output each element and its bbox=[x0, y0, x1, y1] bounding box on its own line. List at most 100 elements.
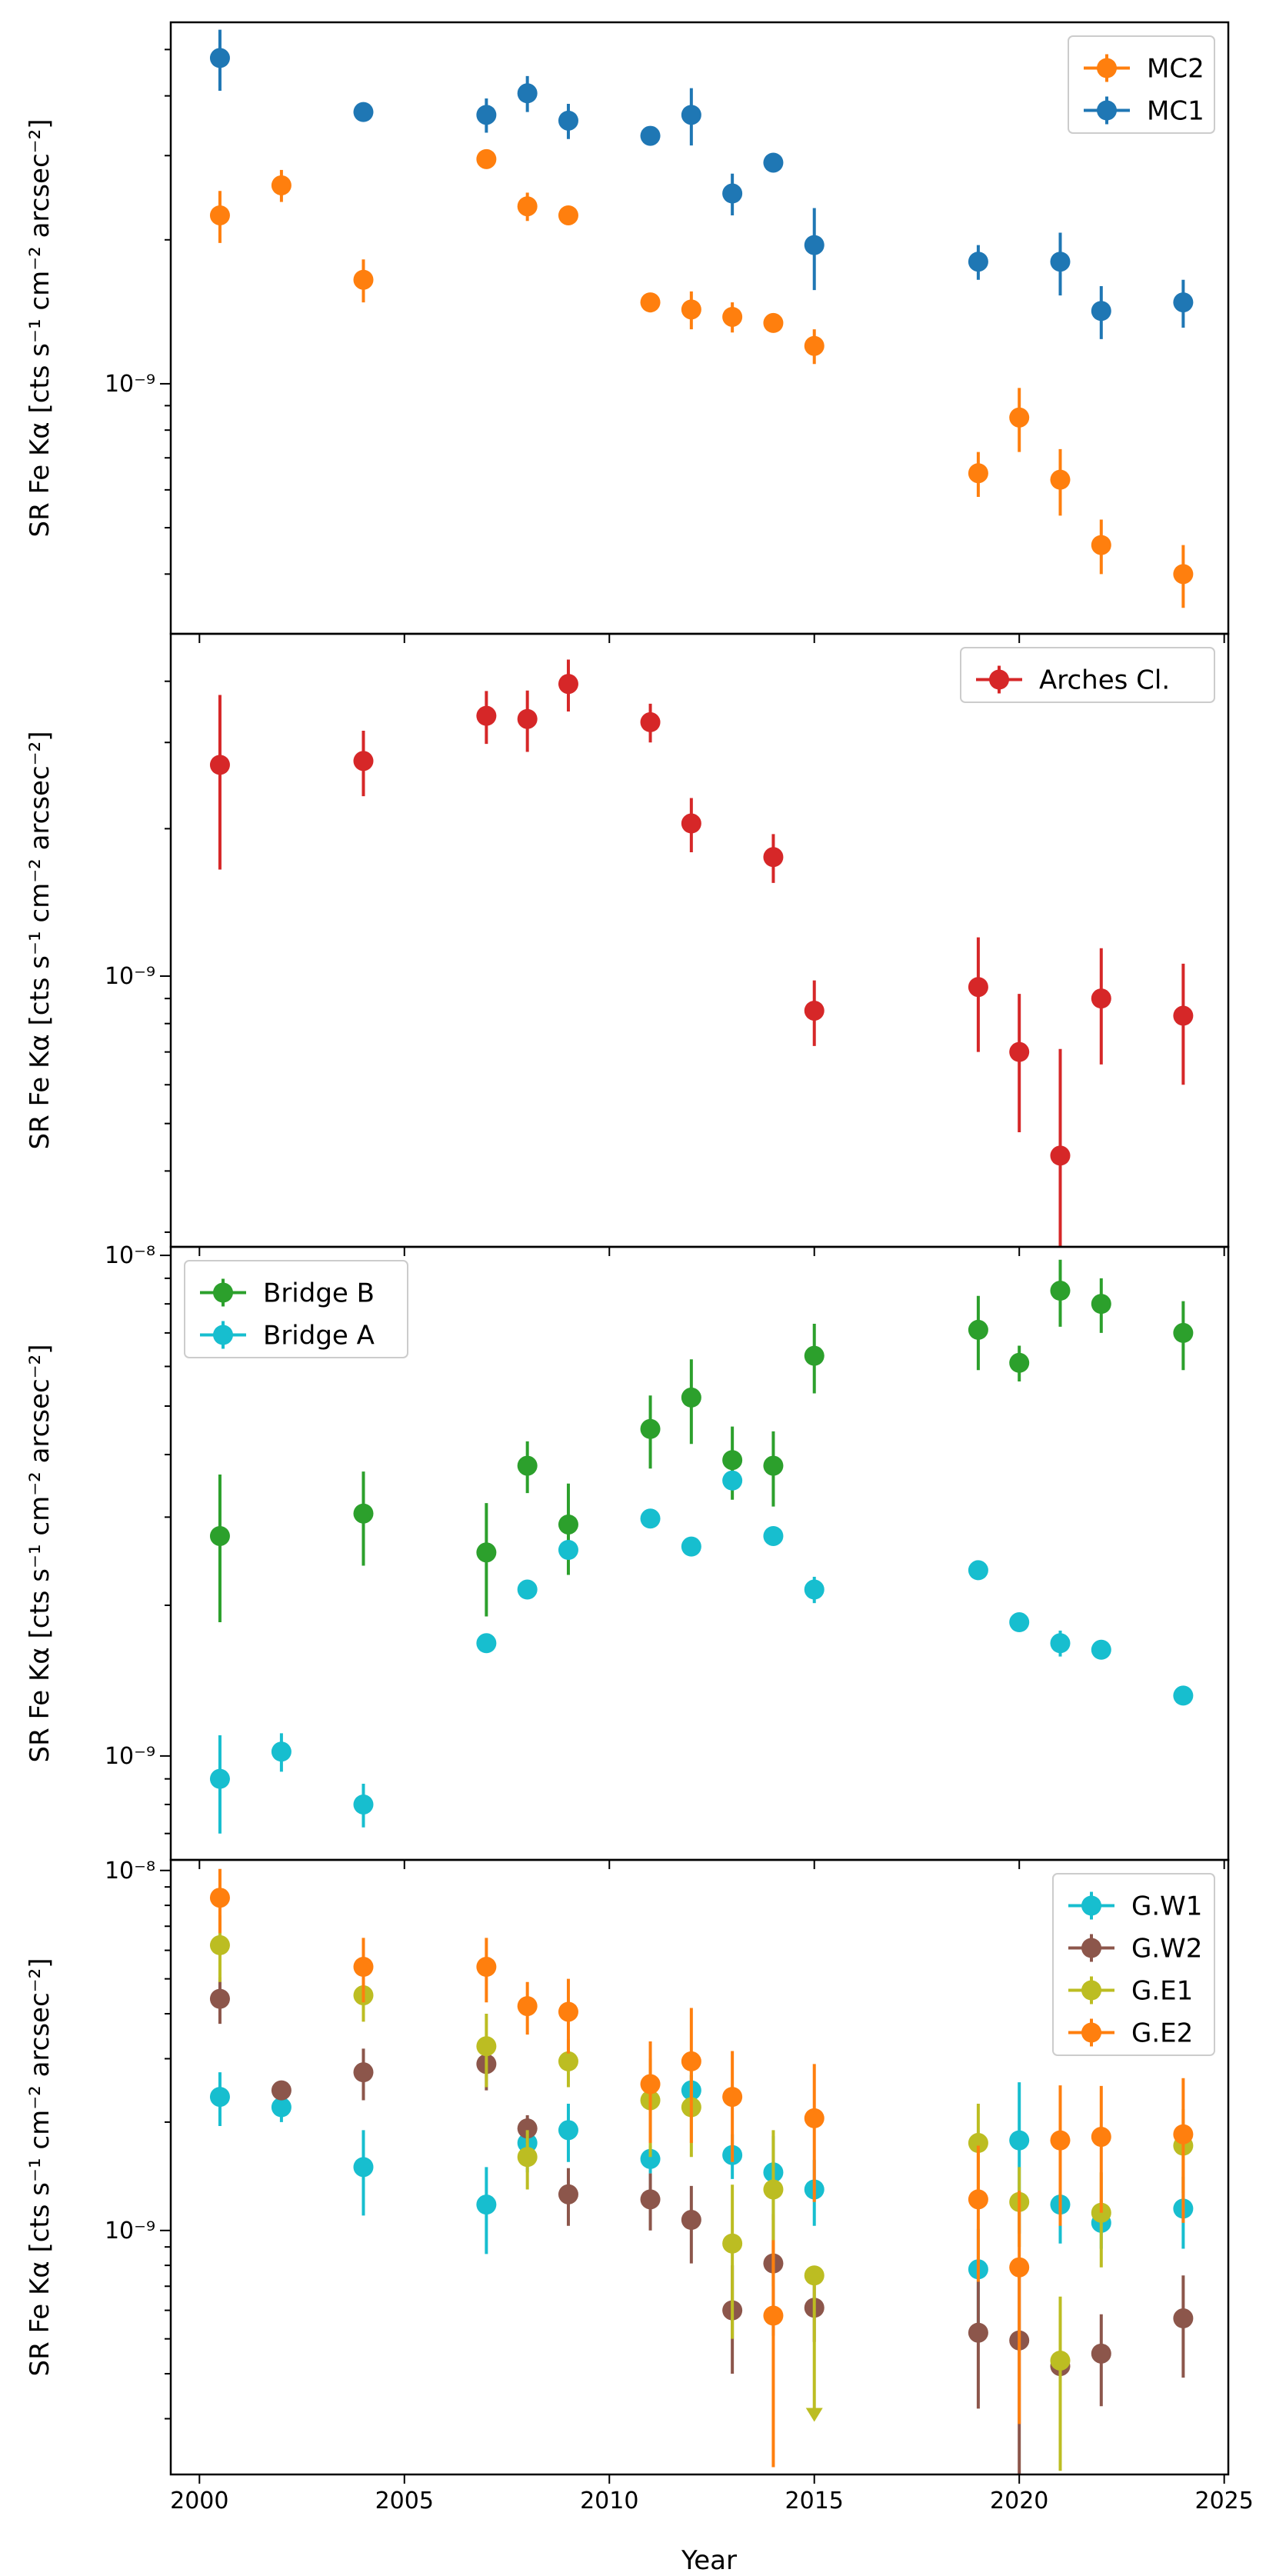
data-point bbox=[1050, 252, 1071, 272]
legend: G.W1 G.W2 G.E1 G.E2 bbox=[1052, 1873, 1215, 2056]
legend-label: Arches Cl. bbox=[1039, 665, 1170, 696]
data-point bbox=[804, 335, 825, 356]
data-point bbox=[353, 102, 374, 122]
data-point bbox=[271, 175, 292, 195]
data-point bbox=[209, 2087, 230, 2108]
data-point bbox=[1173, 292, 1194, 313]
data-point bbox=[640, 125, 661, 146]
data-point bbox=[681, 299, 701, 320]
data-point bbox=[763, 847, 784, 868]
data-point bbox=[804, 1579, 825, 1600]
data-point bbox=[1050, 1633, 1071, 1654]
data-point bbox=[1050, 1281, 1071, 1301]
data-point bbox=[476, 1956, 497, 1977]
data-point bbox=[804, 235, 825, 255]
data-point bbox=[804, 1345, 825, 1366]
data-point bbox=[640, 711, 661, 732]
data-point bbox=[681, 105, 701, 125]
data-point bbox=[353, 269, 374, 290]
data-point bbox=[640, 2074, 661, 2094]
y-axis-label: SR Fe Kα [cts s⁻¹ cm⁻² arcsec⁻²] bbox=[25, 1345, 55, 1763]
chart-panel-3: 10⁻⁹ 10⁻⁸ SR Fe Kα [cts s⁻¹ cm⁻² arcsec⁻²]… bbox=[25, 1242, 1230, 1869]
data-point bbox=[681, 2210, 701, 2231]
data-point bbox=[763, 152, 784, 173]
data-point bbox=[1173, 2308, 1194, 2329]
legend-label: G.W1 bbox=[1131, 1891, 1202, 1922]
data-point bbox=[1091, 988, 1111, 1009]
data-point bbox=[804, 2108, 825, 2128]
data-point bbox=[722, 2087, 743, 2108]
data-point bbox=[968, 2189, 988, 2210]
plot-area bbox=[209, 1868, 1194, 2474]
data-point bbox=[517, 1455, 538, 1476]
x-tick-label: 2010 bbox=[580, 2488, 638, 2514]
data-point bbox=[517, 83, 538, 104]
data-point bbox=[804, 1000, 825, 1021]
plot-area bbox=[209, 29, 1194, 608]
legend-marker-point bbox=[1081, 1980, 1101, 2001]
data-point bbox=[558, 1540, 578, 1561]
legend-marker-point bbox=[1081, 1895, 1101, 1916]
data-point bbox=[968, 252, 988, 272]
data-point bbox=[722, 1470, 743, 1491]
chart-panel-2: 10⁻⁹ SR Fe Kα [cts s⁻¹ cm⁻² arcsec⁻²] Arch… bbox=[25, 632, 1230, 1256]
data-point bbox=[558, 674, 578, 695]
plot-area bbox=[209, 659, 1194, 1247]
data-point bbox=[722, 1450, 743, 1471]
data-point bbox=[558, 2001, 578, 2022]
data-point bbox=[722, 2233, 743, 2254]
data-point bbox=[1091, 301, 1111, 322]
y-tick-label: 10⁻⁹ bbox=[105, 2218, 155, 2244]
y-axis-label: SR Fe Kα [cts s⁻¹ cm⁻² arcsec⁻²] bbox=[25, 119, 55, 538]
data-point bbox=[968, 2322, 988, 2343]
x-tick-label: 2000 bbox=[170, 2488, 228, 2514]
legend-marker-point bbox=[989, 669, 1009, 690]
data-point bbox=[558, 2184, 578, 2204]
data-point bbox=[517, 2147, 538, 2168]
data-point bbox=[681, 1536, 701, 1557]
data-point bbox=[476, 1633, 497, 1654]
data-point bbox=[209, 1525, 230, 1546]
data-point bbox=[517, 196, 538, 217]
data-point bbox=[763, 1455, 784, 1476]
data-point bbox=[1050, 1145, 1071, 1166]
data-point bbox=[1050, 469, 1071, 490]
data-point bbox=[517, 1996, 538, 2017]
data-point bbox=[1050, 2350, 1071, 2371]
data-point bbox=[968, 977, 988, 998]
data-point bbox=[681, 1387, 701, 1408]
data-point bbox=[353, 1794, 374, 1815]
data-point bbox=[558, 2051, 578, 2071]
series-g-e1 bbox=[209, 1915, 1194, 2471]
series-arches-cl bbox=[209, 659, 1194, 1247]
series-bridge-a bbox=[209, 1470, 1194, 1834]
legend-marker-point bbox=[1097, 58, 1117, 78]
data-point bbox=[804, 2265, 825, 2286]
y-tick-label: 10⁻⁸ bbox=[105, 1858, 155, 1885]
x-tick-label: 2025 bbox=[1194, 2488, 1253, 2514]
data-point bbox=[558, 205, 578, 225]
legend-label: G.E1 bbox=[1131, 1976, 1193, 2007]
data-point bbox=[209, 205, 230, 225]
data-point bbox=[209, 48, 230, 68]
data-point bbox=[1009, 1041, 1030, 1062]
data-point bbox=[1009, 1352, 1030, 1373]
legend-marker-point bbox=[1097, 100, 1117, 121]
data-point bbox=[640, 1508, 661, 1529]
legend: Bridge B Bridge A bbox=[184, 1260, 408, 1358]
data-point bbox=[271, 2080, 292, 2101]
data-point bbox=[968, 463, 988, 484]
chart-panel-1: 10⁻⁹SR Fe Kα [cts s⁻¹ cm⁻² arcsec⁻²]MC2M… bbox=[25, 21, 1230, 643]
data-point bbox=[476, 2036, 497, 2057]
data-point bbox=[476, 148, 497, 169]
data-point bbox=[353, 2062, 374, 2083]
data-point bbox=[476, 1542, 497, 1563]
data-point bbox=[763, 1525, 784, 1546]
data-point bbox=[1173, 564, 1194, 585]
chart-panel-4: 10⁻⁹ 10⁻⁸ 2000 2005 2010 2015 2020 2025 SR Fe Kα… bbox=[25, 1858, 1254, 2514]
panels: 10⁻⁹ SR Fe Kα [cts s⁻¹ cm⁻² arcsec⁻²] MC2M… bbox=[25, 21, 1254, 2514]
legend-marker-point bbox=[1081, 2022, 1101, 2043]
data-point bbox=[1091, 2127, 1111, 2148]
